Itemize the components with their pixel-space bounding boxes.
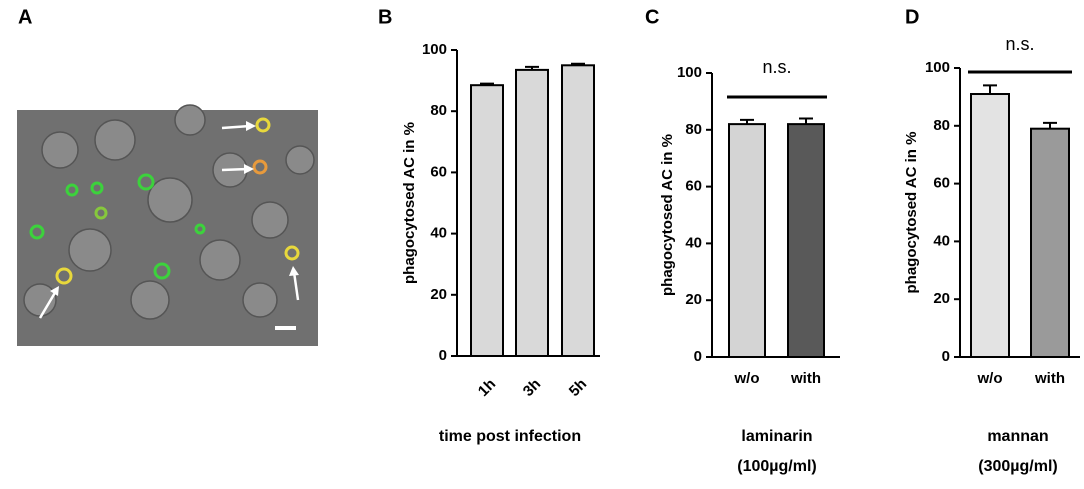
bar	[787, 123, 825, 359]
x-tick-label: with	[1034, 370, 1065, 387]
y-axis-label: phagocytosed AC in %	[401, 122, 418, 284]
y-tick-label: 80	[933, 117, 950, 134]
y-tick-label: 0	[942, 348, 950, 365]
x-axis-label: (100µg/ml)	[737, 458, 816, 475]
x-tick-label: 1h	[475, 376, 499, 400]
y-tick-label: 20	[685, 291, 702, 308]
y-tick-label: 60	[933, 175, 950, 192]
bar	[1030, 127, 1070, 358]
x-tick-label: 5h	[566, 376, 590, 400]
annotation: n.s.	[762, 57, 791, 77]
panel-label: B	[378, 6, 392, 28]
x-tick-label: 3h	[520, 376, 544, 400]
error-bar	[983, 84, 997, 95]
annotation: n.s.	[1005, 34, 1034, 54]
x-tick-label: w/o	[977, 370, 1003, 387]
x-tick-label: with	[790, 370, 821, 387]
x-axis-label: time post infection	[439, 428, 581, 445]
x-tick-label: w/o	[734, 370, 760, 387]
y-tick-label: 100	[422, 41, 447, 58]
y-tick-label: 0	[439, 347, 447, 364]
y-tick-label: 100	[925, 59, 950, 76]
error-bar	[571, 62, 585, 66]
error-bar	[525, 65, 539, 70]
error-bar	[799, 117, 813, 125]
y-tick-label: 80	[685, 121, 702, 138]
x-axis-label: laminarin	[741, 428, 812, 445]
micrograph	[17, 104, 318, 346]
bar	[470, 84, 504, 357]
panel-label: C	[645, 6, 659, 28]
error-bar	[1043, 121, 1057, 129]
y-tick-label: 20	[430, 286, 447, 303]
bar	[561, 64, 595, 358]
error-bar	[740, 118, 754, 125]
x-axis-label: (300µg/ml)	[978, 458, 1057, 475]
bar	[515, 68, 549, 357]
panel-label: D	[905, 6, 919, 28]
y-tick-label: 40	[685, 234, 702, 251]
y-tick-label: 20	[933, 290, 950, 307]
panel-label: A	[18, 6, 32, 28]
y-tick-label: 80	[430, 102, 447, 119]
bar	[728, 123, 766, 359]
y-tick-label: 40	[430, 225, 447, 242]
bar	[970, 93, 1010, 358]
y-tick-label: 100	[677, 64, 702, 81]
y-tick-label: 60	[430, 163, 447, 180]
y-axis-label: phagocytosed AC in %	[903, 132, 920, 294]
x-axis-label: mannan	[987, 428, 1048, 445]
error-bar	[480, 82, 494, 86]
y-tick-label: 0	[694, 348, 702, 365]
y-tick-label: 40	[933, 232, 950, 249]
y-axis-label: phagocytosed AC in %	[659, 134, 676, 296]
y-tick-label: 60	[685, 178, 702, 195]
